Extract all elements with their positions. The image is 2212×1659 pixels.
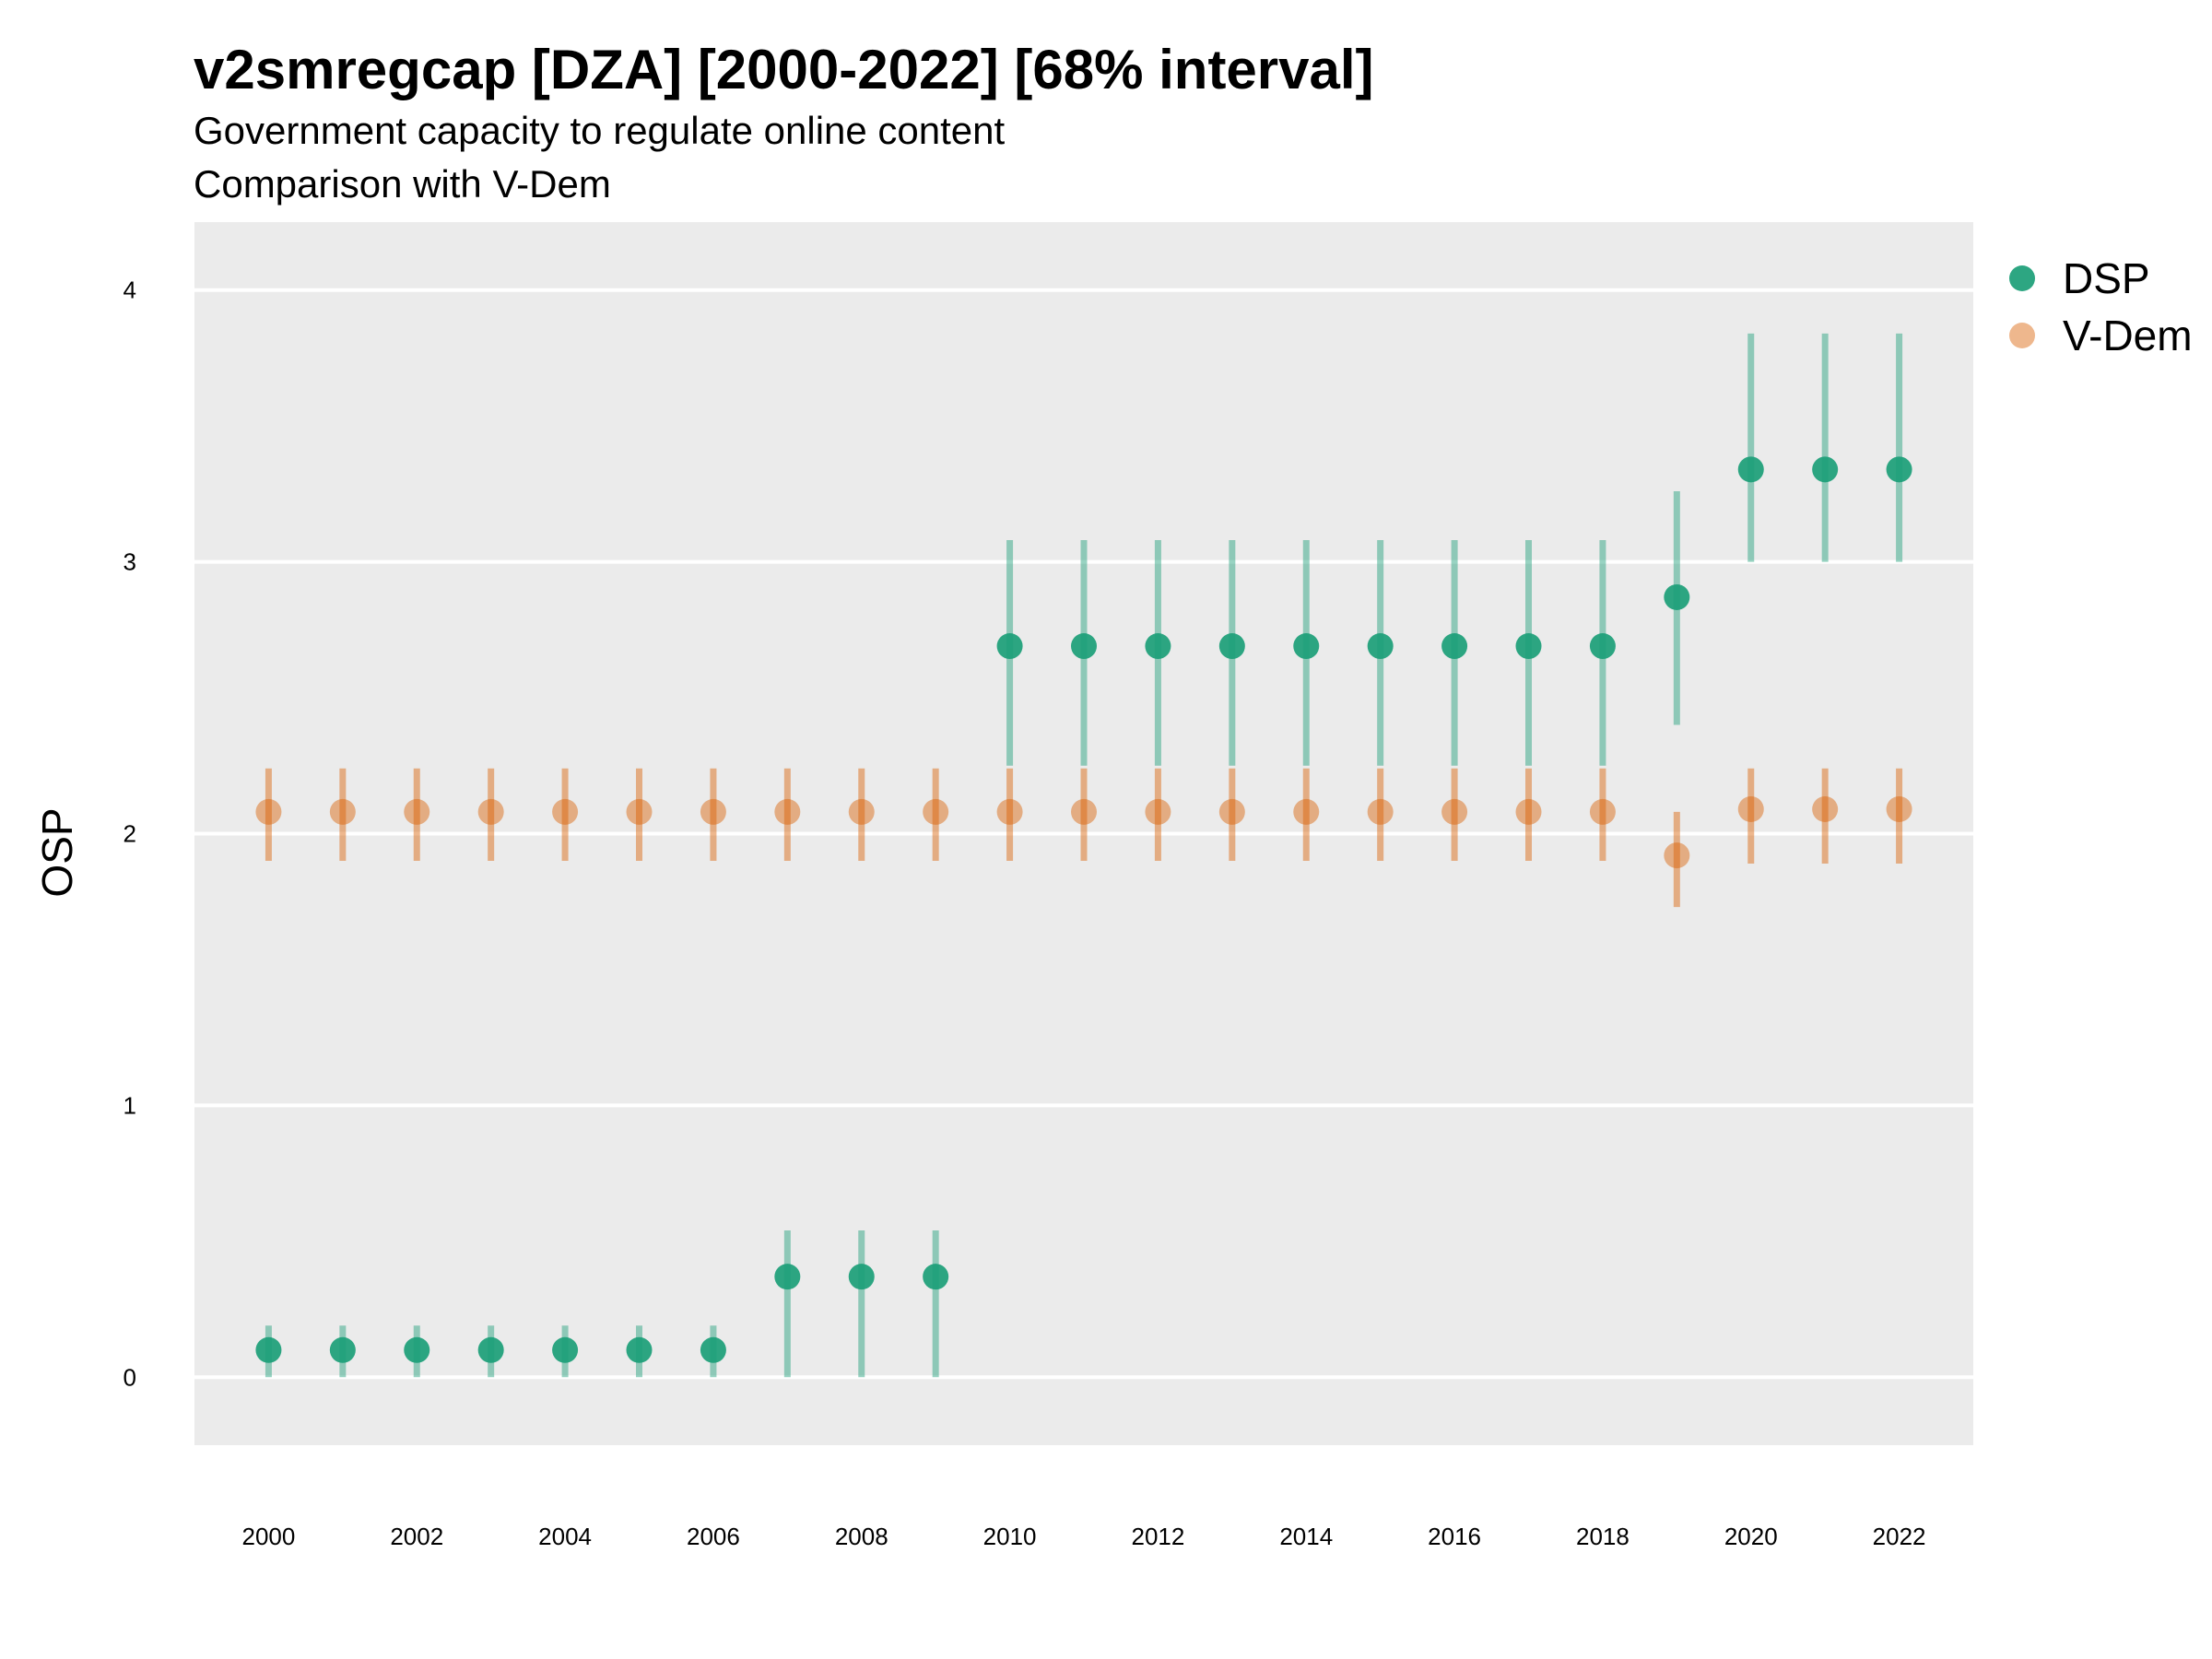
data-point <box>774 798 801 825</box>
x-tick-label: 2018 <box>1576 1523 1630 1550</box>
chart-subtitle-comparison: Comparison with V-Dem <box>194 162 611 206</box>
data-point <box>1515 798 1542 825</box>
data-point <box>552 798 579 825</box>
legend-label: DSP <box>2063 254 2150 302</box>
data-point <box>996 633 1023 660</box>
legend-label: V-Dem <box>2063 312 2193 359</box>
data-point <box>923 798 949 825</box>
x-tick-label: 2008 <box>835 1523 888 1550</box>
data-point <box>1664 583 1690 610</box>
data-point <box>1441 633 1468 660</box>
data-point <box>1737 795 1764 822</box>
data-point <box>848 1264 875 1290</box>
data-point <box>1293 798 1320 825</box>
data-point <box>626 798 653 825</box>
x-tick-label: 2006 <box>687 1523 740 1550</box>
data-point <box>626 1336 653 1363</box>
data-point <box>477 1336 504 1363</box>
data-point <box>1071 798 1097 825</box>
x-tick-label: 2004 <box>538 1523 592 1550</box>
x-tick-label: 2012 <box>1131 1523 1184 1550</box>
data-point <box>1441 798 1468 825</box>
x-tick-label: 2014 <box>1279 1523 1333 1550</box>
data-point <box>1145 798 1171 825</box>
y-tick-label: 4 <box>124 276 136 304</box>
data-point <box>1812 456 1839 483</box>
data-point <box>1367 798 1394 825</box>
data-point <box>1886 456 1912 483</box>
data-point <box>329 1336 356 1363</box>
y-axis-ticks: 0 1 2 3 4 <box>124 276 136 1392</box>
legend: DSP V-Dem <box>2009 254 2193 359</box>
data-point <box>1664 842 1690 869</box>
data-point <box>1515 633 1542 660</box>
data-point <box>996 798 1023 825</box>
data-point <box>1071 633 1097 660</box>
x-tick-label: 2016 <box>1428 1523 1481 1550</box>
y-tick-label: 0 <box>124 1363 136 1391</box>
data-point <box>1812 795 1839 822</box>
data-point <box>404 798 430 825</box>
data-point <box>1218 798 1245 825</box>
data-point <box>848 798 875 825</box>
y-axis-label: OSP <box>33 807 81 897</box>
series-v-dem <box>255 768 1912 908</box>
y-tick-label: 1 <box>124 1091 136 1119</box>
data-point <box>1886 795 1912 822</box>
data-point <box>1589 633 1616 660</box>
x-axis-ticks: 2000 2002 2004 2006 2008 2010 2012 2014 2016 2018… <box>241 1523 1925 1550</box>
data-point <box>774 1264 801 1290</box>
x-tick-label: 2000 <box>241 1523 295 1550</box>
data-point <box>1589 798 1616 825</box>
data-point <box>404 1336 430 1363</box>
y-tick-label: 2 <box>124 820 136 848</box>
y-tick-label: 3 <box>124 548 136 576</box>
x-tick-label: 2020 <box>1724 1523 1778 1550</box>
legend-key-dsp <box>2009 265 2035 291</box>
data-marks <box>255 333 1912 1378</box>
data-point <box>1145 633 1171 660</box>
data-point <box>923 1264 949 1290</box>
data-point <box>255 798 282 825</box>
data-point <box>552 1336 579 1363</box>
data-point <box>700 798 726 825</box>
data-point <box>1293 633 1320 660</box>
data-point <box>255 1336 282 1363</box>
series-dsp <box>255 333 1912 1378</box>
data-point <box>1367 633 1394 660</box>
data-point <box>700 1336 726 1363</box>
x-tick-label: 2022 <box>1873 1523 1926 1550</box>
data-point <box>329 798 356 825</box>
chart-title: v2smregcap [DZA] [2000-2022] [68% interv… <box>194 39 1374 100</box>
data-point <box>1737 456 1764 483</box>
chart-subtitle: Government capacity to regulate online c… <box>194 109 1006 152</box>
data-point <box>1218 633 1245 660</box>
legend-key-v-dem <box>2009 323 2035 348</box>
x-tick-label: 2010 <box>983 1523 1037 1550</box>
x-tick-label: 2002 <box>390 1523 443 1550</box>
gridlines <box>194 288 1973 1380</box>
data-point <box>477 798 504 825</box>
